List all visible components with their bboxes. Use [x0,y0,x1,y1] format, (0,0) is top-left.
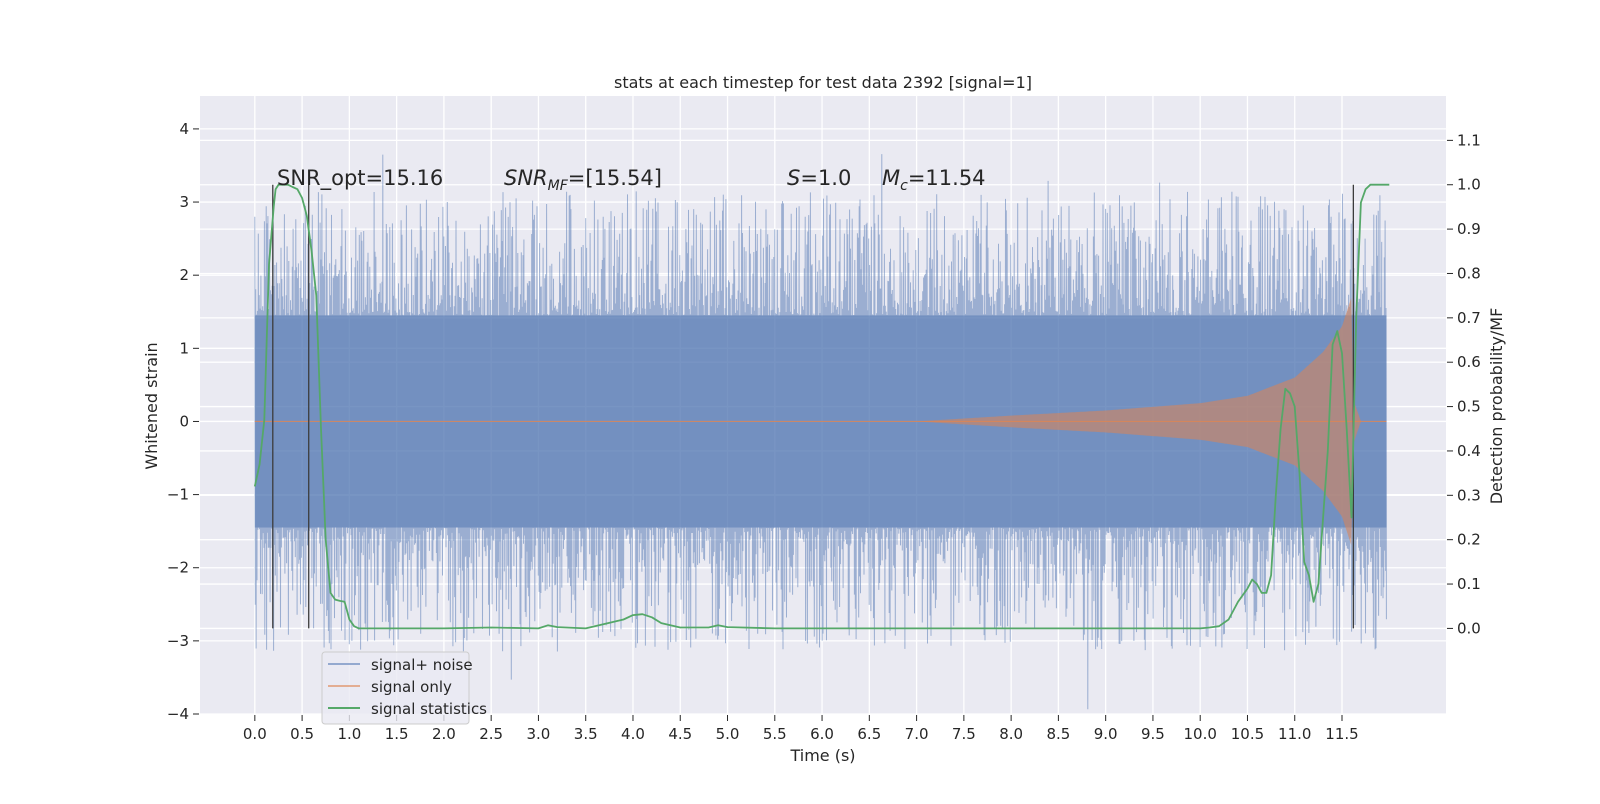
annotation-snr-mf-subscript: MF [548,178,569,194]
annotation-snr-mf: SNRMF=[15.54] [504,166,662,194]
x-tick-label: 3.0 [527,725,551,743]
annotation-mc-symbol: M [882,166,900,190]
x-tick-label: 8.0 [999,725,1023,743]
x-tick-label: 1.0 [337,725,361,743]
y-axis-label-left: Whitened strain [142,342,161,469]
x-axis-ticks: 0.0 0.5 1.0 1.5 2.0 2.5 3.0 3.5 4.0 4.5 5.0 5.5 6.0 6… [243,715,1359,743]
y-tick-label-right: 0.7 [1457,309,1481,327]
x-tick-label: 2.0 [432,725,456,743]
annotation-snr-mf-symbol: SNR [504,166,548,190]
annotation-s: S=1.0 [787,166,851,190]
x-tick-label: 11.0 [1278,725,1311,743]
x-tick-label: 6.0 [810,725,834,743]
y-tick-label-right: 0.1 [1457,575,1481,593]
y-tick-label-right: 0.2 [1457,531,1481,549]
x-tick-label: 0.5 [290,725,314,743]
y-tick-label-right: 0.6 [1457,353,1481,371]
y-tick-label-left: 3 [179,193,189,211]
legend-label-signal-noise: signal+ noise [371,656,473,674]
x-tick-label: 10.5 [1231,725,1264,743]
y-tick-label-left: −4 [167,705,189,723]
y-axis-label-right: Detection probability/MF [1487,308,1506,505]
x-tick-label: 5.5 [763,725,787,743]
annotations: SNR_opt=15.16 SNRMF=[15.54] S=1.0 Mc=11.… [277,166,986,194]
x-tick-label: 11.5 [1325,725,1358,743]
x-tick-label: 4.5 [668,725,692,743]
chart-title: stats at each timestep for test data 239… [614,73,1032,92]
y-tick-label-left: −3 [167,632,189,650]
y-tick-label-right: 0.8 [1457,264,1481,282]
y-tick-label-left: 0 [179,412,189,430]
x-tick-label: 9.0 [1094,725,1118,743]
y-tick-label-right: 0.3 [1457,486,1481,504]
x-tick-label: 0.0 [243,725,267,743]
annotation-snr-mf-value: =[15.54] [568,166,662,190]
x-tick-label: 3.5 [574,725,598,743]
x-tick-label: 1.5 [385,725,409,743]
y-tick-label-left: 4 [179,120,189,138]
y-tick-label-left: −1 [167,486,189,504]
legend-box [321,651,470,725]
annotation-mc-subscript: c [900,178,908,194]
y-tick-label-left: 1 [179,339,189,357]
y-tick-label-right: 0.5 [1457,398,1481,416]
legend: signal+ noise signal only signal statist… [321,651,487,725]
series-signal-only [254,297,1387,546]
y-tick-label-left: 2 [179,266,189,284]
x-tick-label: 8.5 [1046,725,1070,743]
x-tick-label: 9.5 [1141,725,1165,743]
y-tick-label-left: −2 [167,559,189,577]
series-signal-statistics [253,183,1390,630]
x-tick-label: 7.5 [952,725,976,743]
annotation-s-value: =1.0 [800,166,851,190]
x-tick-label: 4.0 [621,725,645,743]
stat-line [253,183,1390,630]
annotation-mc: Mc=11.54 [882,166,986,194]
y-tick-label-right: 1.0 [1457,176,1481,194]
x-tick-label: 2.5 [479,725,503,743]
x-tick-label: 5.0 [716,725,740,743]
x-tick-label: 7.0 [905,725,929,743]
right-axis-ticks: 1.1 1.0 0.9 0.8 0.7 0.6 0.5 0.4 0.3 0.2 0.1 0.0 [1447,131,1481,637]
x-axis-label: Time (s) [789,746,855,765]
noise-trace [254,154,1387,710]
annotation-snr-opt: SNR_opt=15.16 [277,166,443,191]
x-tick-label: 10.0 [1184,725,1217,743]
annotation-s-symbol: S [787,166,800,190]
left-axis-ticks: 4 3 2 1 0 −1 −2 −3 −4 [167,120,199,723]
x-tick-label: 6.5 [857,725,881,743]
legend-label-signal-only: signal only [371,678,452,696]
y-tick-label-right: 1.1 [1457,131,1481,149]
y-tick-label-right: 0.4 [1457,442,1481,460]
annotation-mc-value: =11.54 [908,166,986,190]
legend-label-signal-statistics: signal statistics [371,700,487,718]
y-tick-label-right: 0.9 [1457,220,1481,238]
y-tick-label-right: 0.0 [1457,619,1481,637]
